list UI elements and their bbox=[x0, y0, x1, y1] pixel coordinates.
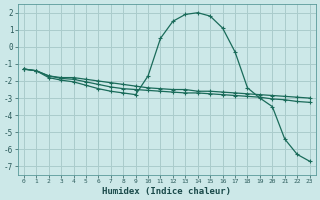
X-axis label: Humidex (Indice chaleur): Humidex (Indice chaleur) bbox=[102, 187, 231, 196]
